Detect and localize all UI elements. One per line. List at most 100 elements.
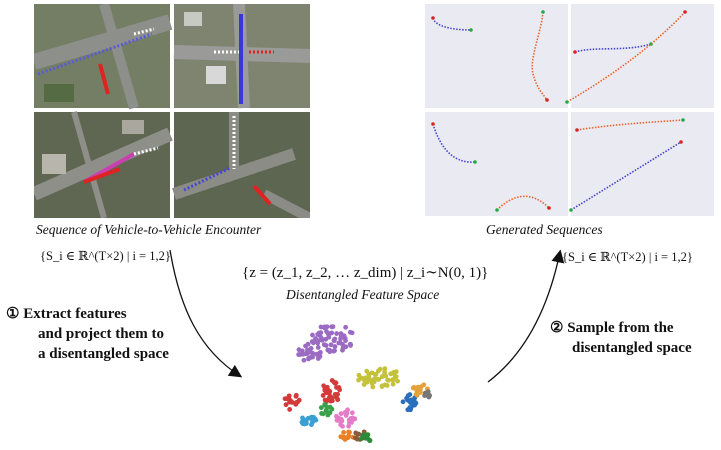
feature-point <box>304 351 310 357</box>
feature-point <box>343 324 349 330</box>
feature-point <box>347 329 353 335</box>
feature-space-scatter <box>282 324 433 444</box>
feature-point <box>294 400 299 405</box>
feature-point <box>366 374 372 380</box>
feature-point <box>390 376 396 382</box>
feature-point <box>334 331 340 336</box>
feature-point <box>327 410 333 416</box>
feature-point <box>341 430 347 435</box>
satellite-tile-top-right <box>173 4 310 109</box>
right-set-notation: {S_i ∈ ℝ^(T×2) | i = 1,2} <box>562 250 693 264</box>
feature-point <box>334 413 339 419</box>
feature-point <box>395 378 400 384</box>
latent-formula: {z = (z_1, z_2, … z_dim) | z_i∼N(0, 1)} <box>242 265 489 281</box>
feature-point <box>313 417 319 423</box>
feature-point <box>342 335 348 341</box>
satellite-tile-top-left <box>34 4 173 110</box>
feature-point <box>299 348 305 354</box>
feature-point <box>296 352 301 357</box>
plot-panel-bottom-right <box>571 112 714 216</box>
trajectory-b-tr <box>566 11 686 103</box>
feature-point <box>328 342 334 348</box>
trajectory-a-tl <box>432 17 472 31</box>
satellite-tile-bottom-right <box>172 112 310 218</box>
feature-point <box>301 357 307 363</box>
feature-point <box>417 384 423 390</box>
feature-point <box>400 399 406 405</box>
feature-point <box>338 411 344 417</box>
feature-point <box>316 351 322 356</box>
feature-point <box>332 344 338 349</box>
feature-point <box>386 377 392 383</box>
feature-point <box>310 350 316 356</box>
feature-point <box>318 405 324 411</box>
feature-point <box>410 402 416 408</box>
feature-point <box>371 379 377 385</box>
satellite-tile-bottom-left <box>34 111 173 218</box>
trajectory-b-bl <box>496 195 550 211</box>
feature-point <box>310 332 315 338</box>
sample-arrow <box>487 249 565 383</box>
feature-point <box>287 407 293 412</box>
feature-point <box>356 377 361 383</box>
feature-point <box>316 330 322 336</box>
step2-label: ② Sample from the disentangled space <box>550 318 692 358</box>
feature-point <box>338 336 343 342</box>
feature-point <box>346 423 351 429</box>
feature-point <box>319 410 324 416</box>
feature-point <box>353 430 359 436</box>
feature-point <box>325 387 331 393</box>
feature-point <box>334 385 339 390</box>
feature-point <box>283 402 289 408</box>
generated-sequences-grid <box>425 4 714 216</box>
feature-point <box>336 340 342 346</box>
feature-point <box>342 410 348 415</box>
feature-point <box>361 382 367 387</box>
feature-space-caption: Disentangled Feature Space <box>286 287 440 302</box>
feature-point <box>303 343 308 349</box>
feature-point <box>361 377 367 383</box>
plot-panel-bottom-left <box>425 112 568 216</box>
feature-point <box>363 435 369 441</box>
plot-panel-top-left <box>425 4 568 108</box>
feature-point <box>343 344 349 350</box>
feature-point <box>326 334 332 340</box>
feature-point <box>405 393 411 398</box>
trajectory-a-tr <box>574 43 652 53</box>
step2-line2: disentangled space <box>572 340 692 356</box>
plot-panel-top-right <box>571 4 714 108</box>
feature-point <box>329 406 335 412</box>
feature-point <box>323 409 329 414</box>
feature-point <box>348 343 353 348</box>
feature-point <box>336 418 342 423</box>
trajectory-a-br <box>570 141 682 211</box>
feature-point <box>384 383 390 388</box>
extract-arrow <box>169 249 243 378</box>
feature-point <box>390 381 396 387</box>
feature-point <box>421 382 427 388</box>
feature-point <box>301 417 307 423</box>
step2-line1: ② Sample from the <box>550 320 674 336</box>
feature-point <box>324 404 330 410</box>
step1-label: ① Extract features and project them to a… <box>6 304 169 364</box>
trajectory-b-br <box>576 119 684 131</box>
feature-point <box>282 396 288 402</box>
feature-point <box>379 374 385 380</box>
feature-point <box>347 429 352 435</box>
feature-point <box>332 380 338 386</box>
feature-point <box>310 354 315 360</box>
feature-point <box>338 331 344 337</box>
feature-point <box>293 393 299 399</box>
feature-point <box>379 383 385 389</box>
feature-point <box>335 391 341 397</box>
feature-point <box>287 397 292 403</box>
feature-point <box>329 324 335 330</box>
feature-point <box>329 330 335 336</box>
feature-point <box>352 416 358 422</box>
feature-point <box>315 345 321 350</box>
trajectory-b-tl <box>531 11 548 101</box>
feature-point <box>308 346 314 351</box>
step1-line2: and project them to <box>38 326 164 342</box>
feature-point <box>309 414 314 420</box>
left-set-notation: {S_i ∈ ℝ^(T×2) | i = 1,2} <box>40 249 171 263</box>
